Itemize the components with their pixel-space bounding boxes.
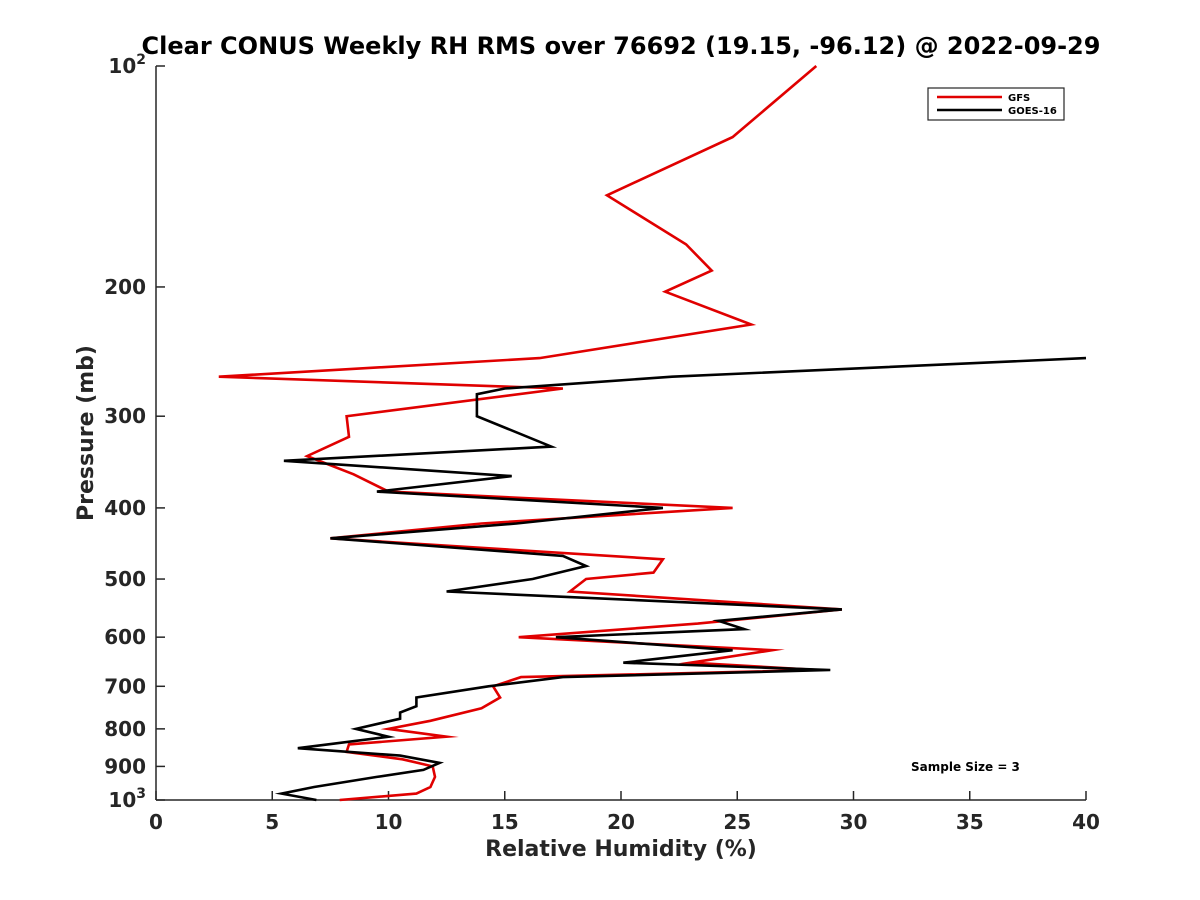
- y-tick-label: 700: [104, 674, 146, 698]
- legend-label-gfs: GFS: [1008, 93, 1030, 104]
- series-line-goes16: [274, 356, 1087, 802]
- y-tick-label: 300: [104, 404, 146, 428]
- y-ticks: 102 200 300 400 500 600 700 800 900 103: [104, 52, 165, 812]
- chart-title: Clear CONUS Weekly RH RMS over 76692 (19…: [142, 32, 1101, 60]
- legend-box: [927, 87, 1065, 121]
- x-tick-label: 35: [956, 810, 984, 834]
- x-ticks: 0 5 10 15 20 25 30 35 40: [149, 791, 1100, 834]
- y-tick-label: 103: [108, 786, 146, 812]
- y-tick-label: 200: [104, 275, 146, 299]
- x-tick-label: 5: [265, 810, 279, 834]
- y-tick-label: 800: [104, 717, 146, 741]
- x-tick-label: 30: [840, 810, 868, 834]
- x-tick-label: 25: [723, 810, 751, 834]
- series-layer: [218, 65, 1087, 802]
- y-tick-label: 600: [104, 625, 146, 649]
- y-tick-label: 400: [104, 496, 146, 520]
- sample-size-annotation: Sample Size = 3: [911, 760, 1020, 774]
- series-line-gfs: [218, 65, 843, 802]
- legend-label-goes16: GOES-16: [1008, 106, 1057, 117]
- x-tick-label: 10: [375, 810, 403, 834]
- x-tick-label: 15: [491, 810, 519, 834]
- x-tick-label: 0: [149, 810, 163, 834]
- y-tick-label: 900: [104, 754, 146, 778]
- legend: GFS GOES-16: [927, 87, 1065, 121]
- y-axis-label: Pressure (mb): [74, 345, 99, 521]
- x-axis-label: Relative Humidity (%): [485, 837, 757, 862]
- plot-area: [155, 66, 1086, 801]
- x-tick-label: 40: [1072, 810, 1100, 834]
- y-tick-label: 500: [104, 567, 146, 591]
- y-tick-label: 102: [108, 52, 146, 78]
- x-tick-label: 20: [607, 810, 635, 834]
